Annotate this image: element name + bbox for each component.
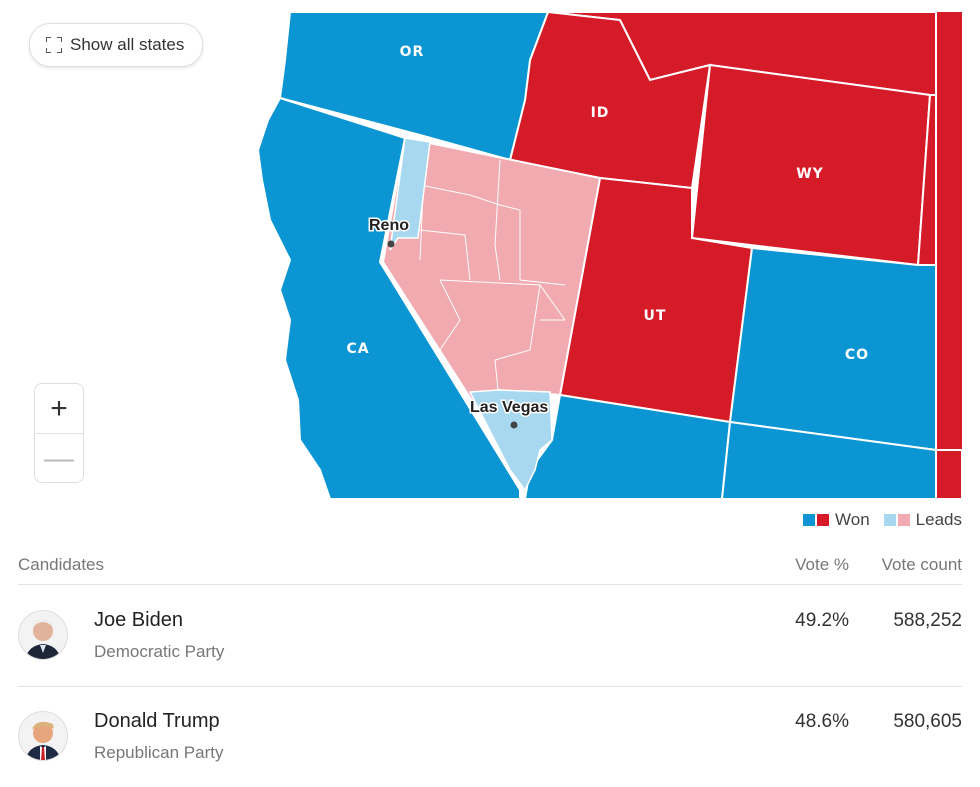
rep-leads-swatch [897, 514, 910, 526]
show-all-states-button[interactable]: Show all states [29, 23, 204, 67]
rep-won-swatch [817, 514, 830, 526]
state-map-svg[interactable]: OR ID WY CA UT CO Reno Las Vegas [0, 0, 980, 500]
vote-count: 588,252 [893, 610, 962, 631]
dem-leads-swatch [883, 514, 896, 526]
zoom-in-button[interactable]: + [50, 391, 68, 425]
candidate-party: Republican Party [94, 743, 224, 762]
zoom-out-button[interactable]: — [35, 433, 83, 482]
header-vote-count: Vote count [881, 555, 962, 574]
state-wy[interactable] [690, 63, 932, 267]
city-label-reno: Reno [369, 217, 409, 234]
map-legend: Won Leads [789, 510, 962, 530]
legend-leads-label: Leads [915, 510, 962, 529]
state-east-strip[interactable] [936, 12, 962, 499]
state-label-id: ID [591, 105, 610, 121]
state-label-or: OR [400, 44, 425, 60]
trump-portrait-icon [25, 721, 61, 760]
city-label-las-vegas: Las Vegas [470, 399, 548, 416]
las-vegas-marker-icon [510, 421, 518, 429]
header-vote-pct: Vote % [795, 555, 849, 574]
vote-count: 580,605 [893, 711, 962, 732]
candidate-row[interactable]: Donald Trump Republican Party 48.6% 580,… [18, 687, 962, 787]
county-washoe[interactable] [389, 137, 431, 251]
candidate-party: Democratic Party [94, 642, 225, 661]
vote-pct: 48.6% [795, 711, 849, 732]
state-label-co: CO [845, 347, 869, 363]
results-map[interactable]: OR ID WY CA UT CO Reno Las Vegas Show al… [0, 0, 980, 500]
legend-won: Won [803, 510, 870, 530]
reno-marker-icon [387, 240, 395, 248]
state-label-wy: WY [796, 166, 824, 182]
avatar [18, 610, 68, 660]
show-all-states-label: Show all states [70, 35, 185, 54]
state-tx[interactable] [935, 449, 963, 500]
legend-won-label: Won [835, 510, 870, 529]
expand-icon [46, 37, 62, 53]
zoom-controls: + — [34, 383, 84, 483]
avatar [18, 711, 68, 761]
biden-portrait-icon [25, 619, 61, 659]
state-label-ca: CA [346, 341, 369, 357]
vote-pct: 49.2% [795, 610, 849, 631]
header-candidates: Candidates [18, 555, 105, 574]
candidate-name: Joe Biden [94, 609, 183, 631]
legend-leads: Leads [883, 510, 962, 530]
candidate-name: Donald Trump [94, 710, 220, 732]
county-clark[interactable] [468, 389, 553, 492]
candidate-row[interactable]: Joe Biden Democratic Party 49.2% 588,252 [18, 586, 962, 687]
dem-won-swatch [803, 514, 816, 526]
results-table-header: Candidates Vote % Vote count [18, 550, 962, 585]
state-co[interactable] [728, 246, 937, 452]
state-ca[interactable] [256, 96, 521, 500]
state-label-ut: UT [644, 308, 667, 324]
